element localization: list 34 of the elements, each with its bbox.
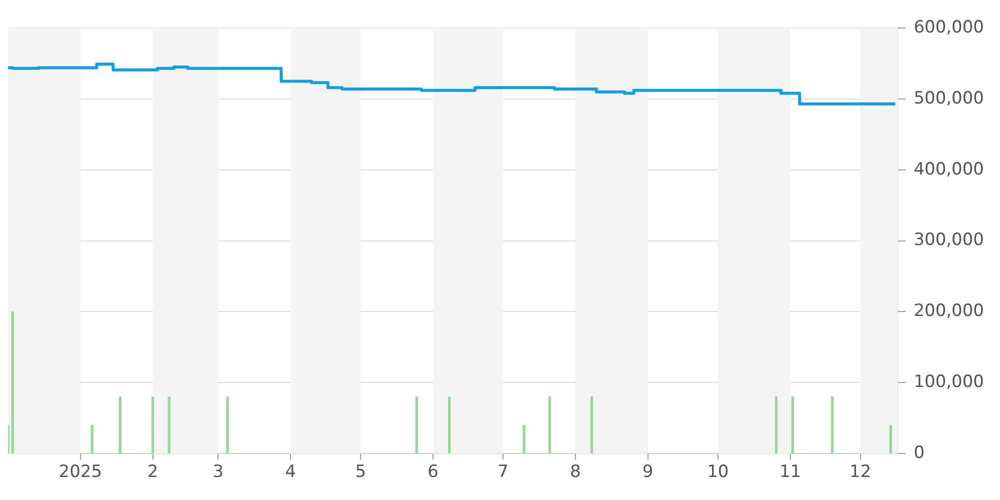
bar	[448, 396, 451, 454]
bar	[90, 424, 94, 454]
y-tick-label: 100,000	[914, 372, 984, 392]
bar	[791, 396, 794, 454]
x-tick-label: 2025	[58, 462, 102, 482]
bar	[522, 424, 526, 454]
x-tick-label: 5	[355, 462, 366, 482]
y-tick-label: 500,000	[914, 88, 984, 108]
bar	[168, 396, 170, 454]
x-tick-label: 4	[285, 462, 296, 482]
y-tick-label: 400,000	[914, 159, 984, 180]
bar	[889, 424, 892, 454]
y-tick-label: 600,000	[914, 17, 984, 38]
bar	[118, 396, 122, 454]
x-tick-label: 11	[779, 462, 802, 482]
bar	[11, 311, 14, 454]
x-tick-label: 10	[707, 462, 729, 482]
y-tick-label: 300,000	[914, 230, 984, 250]
x-tick-label: 9	[642, 462, 654, 482]
x-tick-label: 7	[498, 462, 508, 482]
bar	[548, 396, 552, 454]
bar	[415, 396, 418, 454]
bar	[151, 396, 154, 454]
x-tick-label: 8	[570, 462, 581, 482]
bar	[590, 396, 594, 454]
bar	[226, 396, 229, 454]
x-tick-label: 2	[147, 462, 158, 482]
x-tick-label: 3	[212, 462, 224, 482]
bar	[774, 396, 778, 454]
x-tick-label: 6	[428, 462, 438, 482]
x-tick-label: 12	[850, 462, 872, 482]
bar	[830, 396, 834, 454]
y-tick-label: 0	[914, 443, 925, 464]
y-tick-label: 200,000	[914, 301, 984, 322]
